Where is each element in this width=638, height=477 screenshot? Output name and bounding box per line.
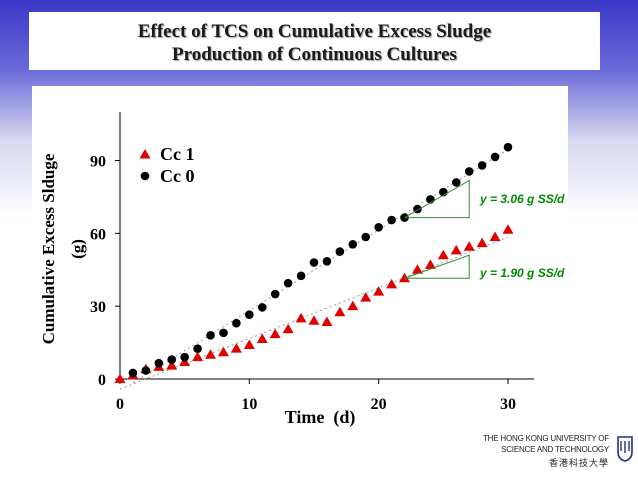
- x-axis-label: Time (d): [285, 407, 356, 428]
- logo-line3: 香港科技大學: [548, 458, 609, 468]
- slope-triangle-cc1: [404, 254, 470, 279]
- triangle-marker-point: [399, 272, 411, 283]
- x-tick-label: 20: [371, 396, 387, 413]
- triangle-marker-point: [166, 360, 178, 370]
- legend-label-cc0: Cc 0: [160, 166, 195, 186]
- triangle-marker-point: [450, 244, 462, 255]
- circle-marker-point: [374, 222, 383, 232]
- triangle-marker-point: [373, 286, 385, 296]
- y-tick-label: 90: [90, 154, 106, 171]
- slope-annotation-cc0: y = 3.06 g SS/d: [479, 192, 565, 206]
- slope-triangle-cc0: [404, 179, 470, 219]
- slope-annotation-cc1: y = 1.90 g SS/d: [479, 266, 565, 280]
- circle-marker-point: [283, 278, 293, 288]
- logo-line2: SCIENCE AND TECHNOLOGY: [501, 445, 609, 454]
- circle-marker-point: [232, 318, 241, 328]
- circle-marker-point: [128, 368, 138, 378]
- triangle-marker-point: [437, 249, 449, 260]
- triangle-marker-point: [489, 231, 501, 242]
- triangle-marker-point: [295, 312, 307, 323]
- legend-triangle-icon: [139, 149, 151, 159]
- slope-annotations: y = 3.06 g SS/d y = 1.90 g SS/d: [404, 179, 565, 280]
- triangle-marker-point: [308, 315, 320, 325]
- x-tick-label: 30: [500, 396, 516, 413]
- triangle-marker-point: [269, 328, 281, 339]
- triangle-marker-point: [411, 264, 423, 274]
- legend-label-cc1: Cc 1: [160, 144, 195, 164]
- circle-marker-point: [167, 355, 177, 364]
- triangle-marker-point: [205, 349, 217, 359]
- circle-marker-point: [361, 232, 371, 242]
- circle-marker-point: [322, 256, 332, 266]
- circle-marker-point: [270, 289, 280, 299]
- circle-marker-point: [206, 331, 215, 340]
- x-tick-label: 10: [241, 396, 257, 413]
- chart-title-line2: Production of Continuous Cultures: [172, 44, 457, 65]
- circle-marker-point: [296, 271, 306, 281]
- triangle-marker-point: [282, 323, 294, 334]
- y-axis-label-line2: (g): [68, 239, 87, 259]
- triangle-marker-point: [114, 373, 126, 383]
- circle-marker-point: [245, 310, 254, 319]
- university-logo: THE HONG KONG UNIVERSITY OF SCIENCE AND …: [470, 432, 635, 472]
- circle-marker-point: [193, 344, 202, 353]
- circle-marker-point: [387, 215, 396, 225]
- data-marks: [114, 142, 514, 383]
- trend-lines: [119, 148, 509, 390]
- triangle-marker-point: [463, 241, 475, 251]
- y-tick-label: 30: [90, 299, 106, 316]
- triangle-marker-point: [217, 346, 229, 357]
- triangle-marker-point: [386, 278, 398, 289]
- circle-marker-point: [451, 178, 461, 187]
- circle-marker-point: [154, 358, 164, 368]
- legend-circle-icon: [140, 171, 150, 181]
- circle-marker-point: [309, 258, 319, 267]
- triangle-marker-point: [476, 237, 488, 248]
- x-tick-label: 0: [116, 396, 124, 413]
- chart-title-line1: Effect of TCS on Cumulative Excess Sludg…: [137, 21, 492, 42]
- triangle-marker-point: [256, 333, 268, 343]
- ticks: 0 10 20 30 0 30 60 90: [90, 154, 516, 413]
- triangle-marker-point: [502, 224, 514, 234]
- legend: Cc 1Cc 0: [139, 144, 195, 186]
- triangle-marker-point: [230, 343, 242, 353]
- circle-marker-point: [464, 167, 474, 176]
- chart-svg: 0 10 20 30 0 30 60 90 y = 3.06 g SS/d y = 1.90 g…: [39, 112, 565, 428]
- circle-marker-point: [180, 352, 189, 362]
- title-box: Effect of TCS on Cumulative Excess Sludg…: [29, 12, 600, 70]
- y-tick-label: 60: [90, 226, 106, 243]
- triangle-marker-point: [360, 292, 372, 302]
- circle-marker-point: [503, 142, 513, 152]
- circle-marker-point: [490, 152, 500, 162]
- y-tick-label: 0: [98, 372, 106, 389]
- trend-line: [132, 148, 509, 384]
- circle-marker-point: [141, 366, 151, 375]
- circle-marker-point: [335, 247, 345, 256]
- circle-marker-point: [348, 239, 358, 249]
- logo-line1: THE HONG KONG UNIVERSITY OF: [482, 434, 609, 443]
- triangle-marker-point: [192, 351, 204, 362]
- triangle-marker-point: [334, 306, 346, 317]
- y-axis-label-line1: Cumulative Excess Slduge: [39, 153, 58, 344]
- triangle-marker-point: [243, 339, 255, 350]
- triangle-marker-point: [424, 259, 436, 269]
- circle-marker-point: [477, 161, 487, 170]
- triangle-marker-point: [347, 300, 359, 311]
- axes: [119, 112, 534, 380]
- circle-marker-point: [257, 303, 267, 312]
- chart-panel: 0 10 20 30 0 30 60 90 y = 3.06 g SS/d y = 1.90 g…: [32, 86, 568, 446]
- circle-marker-point: [219, 328, 228, 338]
- triangle-marker-point: [321, 316, 333, 326]
- crest-icon: [617, 436, 633, 462]
